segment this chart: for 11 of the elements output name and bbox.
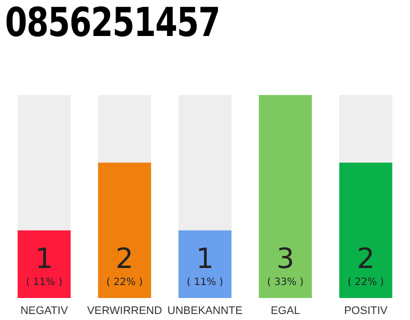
data-label: 3 ( 33% )	[267, 242, 304, 288]
x-tick-label: UNBEKANNTE	[167, 304, 243, 317]
data-label: 2 ( 22% )	[348, 242, 384, 288]
x-tick-label: NEGATIV	[20, 304, 69, 317]
x-tick-label: POSITIV	[344, 304, 388, 317]
data-label: 2 ( 22% )	[106, 242, 143, 288]
data-label: 1 ( 11% )	[26, 242, 62, 288]
x-tick-label: EGAL	[270, 304, 300, 317]
x-tick-label: VERWIRREND	[87, 304, 162, 317]
chart-title: 0856251457	[5, 0, 220, 46]
data-label: 1 ( 11% )	[186, 242, 224, 288]
